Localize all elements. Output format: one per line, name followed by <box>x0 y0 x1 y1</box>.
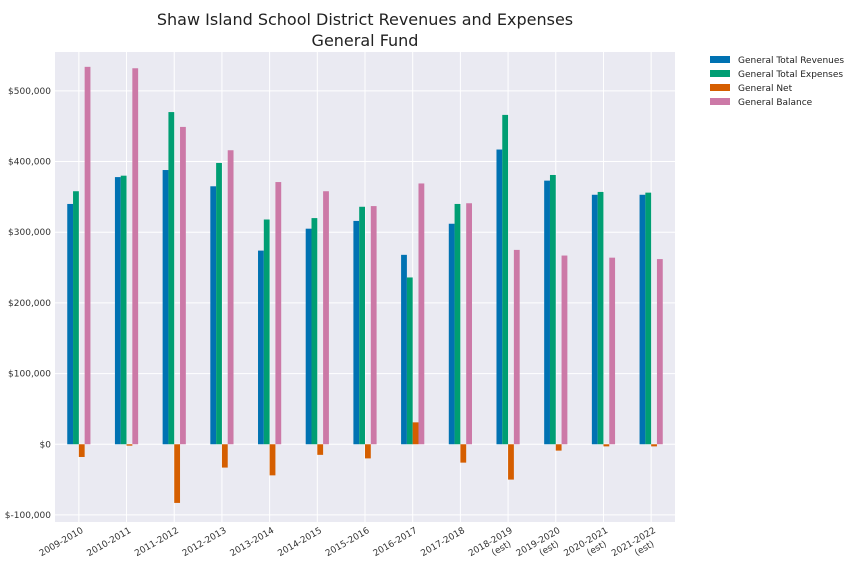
x-tick-label-line: 2009-2010 <box>38 526 86 559</box>
x-tick-label-line: 2017-2018 <box>419 526 467 559</box>
bar <box>359 206 365 445</box>
bar <box>609 257 616 445</box>
x-tick-label: 2021-2022(est) <box>610 526 663 569</box>
x-tick-label-line: 2014-2015 <box>276 526 323 559</box>
x-tick-label: 2015-2016 <box>324 526 372 559</box>
y-tick-label: $500,000 <box>8 87 51 97</box>
bar <box>162 170 169 445</box>
y-tick-label: $300,000 <box>8 228 51 238</box>
bar <box>603 444 610 447</box>
bar <box>174 444 181 503</box>
x-tick-label: 2012-2013 <box>181 526 228 559</box>
legend-swatch <box>710 56 730 63</box>
bar <box>73 191 79 445</box>
bar <box>227 150 234 445</box>
bar <box>84 66 91 445</box>
bar <box>78 444 85 457</box>
x-tick-label-line: 2016-2017 <box>372 526 419 559</box>
bar <box>401 254 407 445</box>
x-tick-label: 2017-2018 <box>419 526 467 559</box>
bar <box>221 444 228 468</box>
bar <box>370 206 377 445</box>
bar <box>275 182 282 445</box>
legend-label: General Balance <box>738 98 813 108</box>
bar <box>513 249 520 445</box>
bar <box>418 183 425 445</box>
x-axis-ticks: 2009-2010 2010-2011 2011-2012 2012-2013 2013… <box>38 526 663 569</box>
y-axis-ticks: $-100,000 $0 $100,000 $200,000 $300,000 $400,… <box>5 87 51 521</box>
bar <box>317 444 324 455</box>
bar <box>353 220 360 445</box>
x-tick-label: 2009-2010 <box>38 526 86 559</box>
legend-label: General Total Expenses <box>738 70 843 80</box>
bar <box>114 177 121 445</box>
chart-subtitle: General Fund <box>312 31 419 50</box>
bar <box>561 255 568 445</box>
x-tick-label-line: 2015-2016 <box>324 526 372 559</box>
x-tick-label: 2019-2020(est) <box>515 526 568 569</box>
bar <box>305 228 312 445</box>
y-tick-label: $0 <box>40 440 52 450</box>
x-tick-label: 2018-2019(est) <box>467 526 520 569</box>
x-tick-label-line: 2013-2014 <box>229 526 277 559</box>
bar <box>180 126 186 445</box>
legend-swatch <box>710 98 730 105</box>
bar <box>544 180 550 445</box>
legend: General Total Revenues General Total Expe… <box>710 56 844 108</box>
y-tick-label: $200,000 <box>8 299 51 309</box>
bar <box>132 68 139 445</box>
x-tick-label-line: 2010-2011 <box>86 526 133 559</box>
legend-swatch <box>710 70 730 77</box>
x-tick-label-line: 2012-2013 <box>181 526 228 559</box>
x-tick-label: 2013-2014 <box>229 526 277 559</box>
bar <box>323 191 329 445</box>
y-tick-label: $-100,000 <box>5 511 51 521</box>
bar <box>120 175 127 445</box>
bar <box>502 114 509 445</box>
y-tick-label: $100,000 <box>8 370 51 380</box>
y-tick-label: $400,000 <box>8 158 51 168</box>
bar <box>168 112 175 445</box>
x-tick-label-line: 2011-2012 <box>133 526 180 559</box>
bar <box>216 162 222 445</box>
x-tick-label: 2010-2011 <box>86 526 133 559</box>
bar <box>555 444 562 451</box>
bar <box>311 218 318 445</box>
x-tick-label: 2014-2015 <box>276 526 323 559</box>
bar <box>412 422 419 445</box>
bars <box>67 66 663 503</box>
bar <box>406 277 413 445</box>
bar <box>496 149 503 445</box>
bar <box>597 191 604 445</box>
bar <box>466 203 472 445</box>
bar <box>263 219 270 445</box>
bar <box>126 444 133 446</box>
legend-label: General Net <box>738 84 793 94</box>
bar <box>651 444 657 447</box>
legend-label: General Total Revenues <box>738 56 844 66</box>
bar <box>639 194 646 445</box>
bar <box>269 444 276 476</box>
bar <box>549 174 556 445</box>
bar <box>454 203 461 445</box>
bar <box>67 203 74 445</box>
chart-title: Shaw Island School District Revenues and… <box>157 10 573 29</box>
x-tick-label: 2011-2012 <box>133 526 180 559</box>
bar <box>591 194 598 445</box>
bar <box>258 250 264 445</box>
bar <box>645 192 652 445</box>
x-tick-label: 2020-2021(est) <box>562 526 615 569</box>
bar <box>508 444 514 480</box>
bar <box>365 444 371 459</box>
bar <box>460 444 467 463</box>
legend-swatch <box>710 84 730 91</box>
bar <box>210 186 217 445</box>
bar <box>448 223 455 445</box>
x-tick-label: 2016-2017 <box>372 526 419 559</box>
bar <box>656 259 663 445</box>
